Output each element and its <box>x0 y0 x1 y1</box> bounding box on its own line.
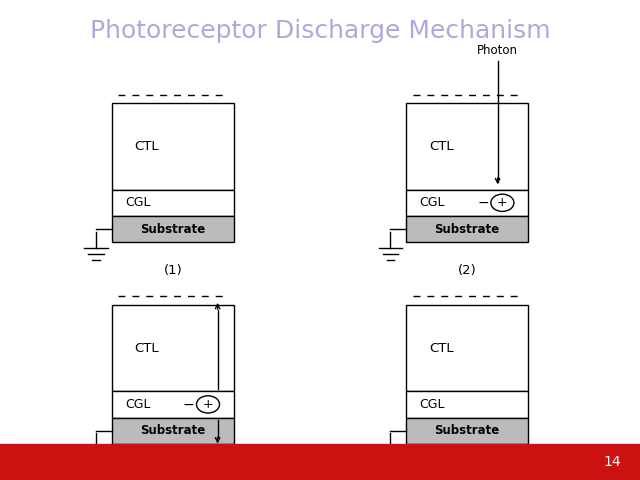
Text: CGL: CGL <box>419 196 445 209</box>
Text: (2): (2) <box>458 264 477 277</box>
Text: Substrate: Substrate <box>435 424 500 437</box>
Bar <box>406 103 528 190</box>
Bar <box>112 391 234 418</box>
Text: 14: 14 <box>603 455 621 469</box>
Circle shape <box>491 194 514 211</box>
Text: (4): (4) <box>458 466 477 479</box>
Text: CTL: CTL <box>134 140 159 153</box>
Text: CGL: CGL <box>419 398 445 411</box>
Text: Substrate: Substrate <box>140 223 205 236</box>
Bar <box>0 444 640 480</box>
Text: CTL: CTL <box>134 341 159 355</box>
Bar <box>112 190 234 216</box>
Text: (3): (3) <box>163 466 182 479</box>
Bar <box>406 305 528 391</box>
Text: Photon: Photon <box>477 44 518 57</box>
Text: CTL: CTL <box>429 140 453 153</box>
Text: +: + <box>497 196 508 209</box>
Text: −: − <box>477 196 489 210</box>
Bar <box>112 103 234 190</box>
Text: CTL: CTL <box>429 341 453 355</box>
Text: Photoreceptor Discharge Mechanism: Photoreceptor Discharge Mechanism <box>90 19 550 43</box>
Text: CGL: CGL <box>125 196 150 209</box>
Text: Substrate: Substrate <box>435 223 500 236</box>
Bar <box>406 391 528 418</box>
Text: −: − <box>183 397 195 411</box>
Bar <box>112 305 234 391</box>
Bar <box>112 216 234 242</box>
Text: Substrate: Substrate <box>140 424 205 437</box>
Text: (1): (1) <box>163 264 182 277</box>
Bar <box>406 216 528 242</box>
Circle shape <box>196 396 220 413</box>
Bar <box>406 418 528 444</box>
Text: CGL: CGL <box>125 398 150 411</box>
Text: +: + <box>203 398 213 411</box>
Bar <box>112 418 234 444</box>
Bar <box>406 190 528 216</box>
